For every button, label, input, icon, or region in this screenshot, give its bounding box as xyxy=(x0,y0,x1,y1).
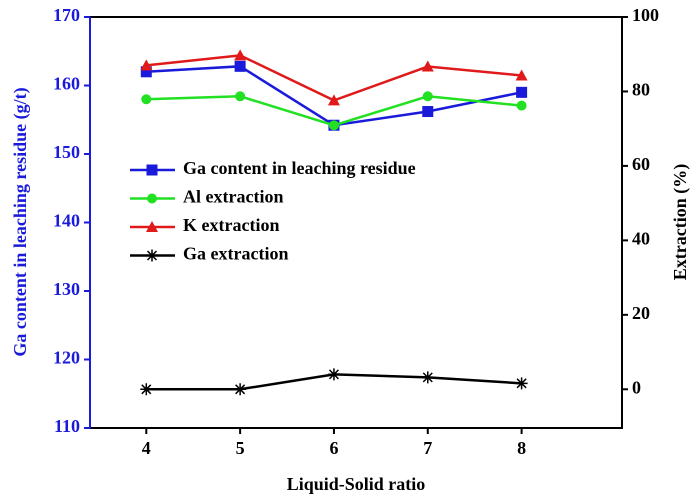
marker xyxy=(234,383,247,396)
marker xyxy=(421,60,434,72)
y2-tick-label: 100 xyxy=(632,5,659,25)
y2-tick-label: 40 xyxy=(632,228,650,248)
y2-tick-label: 60 xyxy=(632,154,650,174)
y2-axis-label: Extraction (%) xyxy=(670,164,691,280)
y-tick-label: 140 xyxy=(53,211,80,231)
series-line xyxy=(146,54,522,102)
y2-tick-label: 80 xyxy=(632,80,650,100)
marker xyxy=(234,60,246,72)
legend-label: K extraction xyxy=(183,215,279,235)
marker xyxy=(327,94,340,106)
marker xyxy=(422,91,433,102)
marker xyxy=(515,69,528,81)
marker xyxy=(147,193,157,204)
legend-label: Ga content in leaching residue xyxy=(183,158,416,178)
marker xyxy=(235,91,246,102)
marker xyxy=(234,49,247,61)
marker xyxy=(140,59,153,71)
y2-tick-label: 20 xyxy=(632,303,650,323)
marker xyxy=(327,368,340,381)
marker xyxy=(421,371,434,384)
marker xyxy=(328,120,339,131)
x-axis-label: Liquid-Solid ratio xyxy=(287,474,426,494)
x-tick-label: 8 xyxy=(517,438,526,458)
legend-label: Ga extraction xyxy=(183,244,288,264)
x-tick-label: 5 xyxy=(236,438,245,458)
marker xyxy=(146,221,158,232)
x-tick-label: 6 xyxy=(329,438,338,458)
legend-label: Al extraction xyxy=(183,187,283,207)
x-tick-label: 4 xyxy=(142,438,151,458)
marker xyxy=(140,383,153,396)
marker xyxy=(146,249,158,262)
y-tick-label: 110 xyxy=(54,416,80,436)
marker xyxy=(422,106,434,118)
y-axis-label: Ga content in leaching residue (g/t) xyxy=(10,87,31,356)
y-tick-label: 160 xyxy=(53,74,80,94)
x-tick-label: 7 xyxy=(423,438,432,458)
y-tick-label: 170 xyxy=(53,5,80,25)
y-tick-label: 120 xyxy=(53,348,80,368)
marker xyxy=(146,164,158,176)
y2-tick-label: 0 xyxy=(632,377,641,397)
marker xyxy=(516,100,527,111)
marker xyxy=(515,377,528,390)
y-tick-label: 150 xyxy=(53,142,80,162)
marker xyxy=(140,66,152,78)
marker xyxy=(141,94,152,105)
marker xyxy=(516,86,528,98)
plot-frame xyxy=(89,16,623,429)
y-tick-label: 130 xyxy=(53,279,80,299)
